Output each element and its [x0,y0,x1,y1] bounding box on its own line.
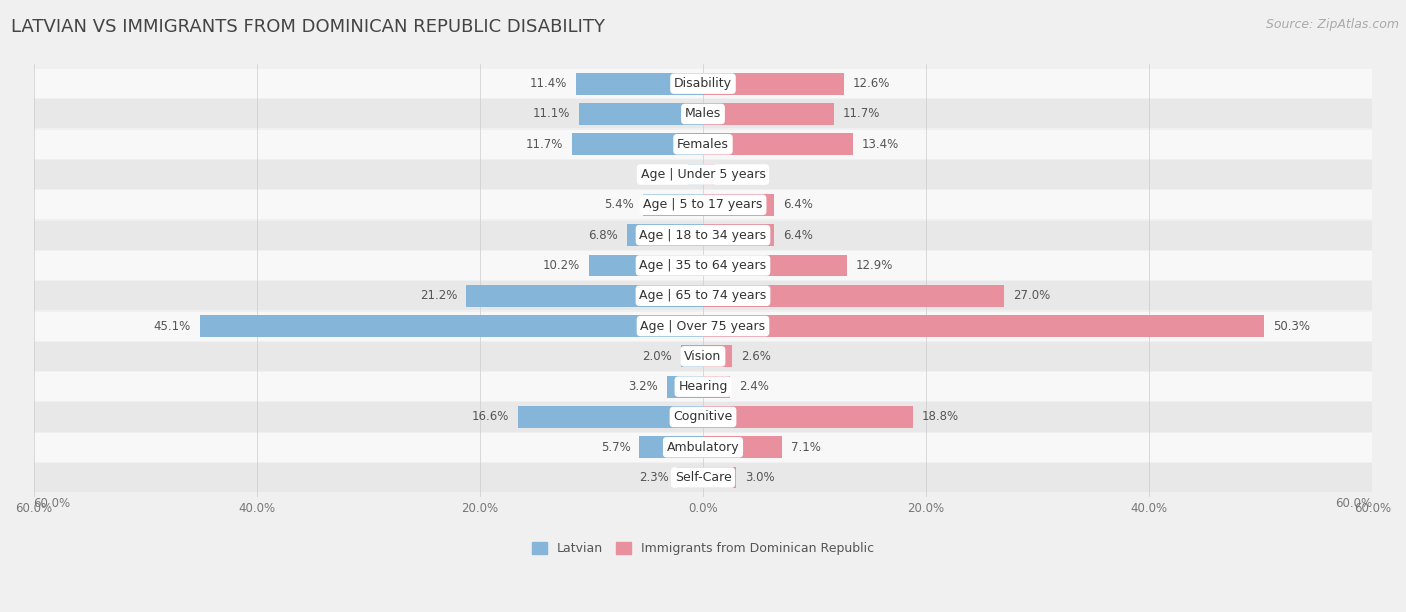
Text: Disability: Disability [673,77,733,90]
Bar [689,163,703,185]
Text: 11.1%: 11.1% [533,108,571,121]
Bar [200,315,703,337]
Bar [703,133,852,155]
Text: Age | 18 to 34 years: Age | 18 to 34 years [640,229,766,242]
Bar [703,285,1004,307]
Bar [34,69,1372,98]
Bar [703,255,846,277]
Text: 2.6%: 2.6% [741,350,770,363]
Bar [34,220,1372,250]
Bar [703,345,733,367]
Text: 50.3%: 50.3% [1274,319,1310,332]
Text: Age | Under 5 years: Age | Under 5 years [641,168,765,181]
Text: 11.7%: 11.7% [526,138,564,151]
Text: 11.7%: 11.7% [842,108,880,121]
Text: 2.4%: 2.4% [738,380,769,393]
Text: 6.8%: 6.8% [589,229,619,242]
Bar [703,315,1264,337]
Text: Males: Males [685,108,721,121]
Bar [34,342,1372,371]
Text: Age | 35 to 64 years: Age | 35 to 64 years [640,259,766,272]
Text: 16.6%: 16.6% [471,411,509,424]
Bar [34,433,1372,462]
Text: 3.0%: 3.0% [745,471,775,484]
Text: 1.1%: 1.1% [724,168,754,181]
Bar [703,376,730,398]
Text: 2.0%: 2.0% [643,350,672,363]
Text: 5.4%: 5.4% [605,198,634,211]
Text: 12.9%: 12.9% [856,259,893,272]
Text: Vision: Vision [685,350,721,363]
Bar [34,312,1372,341]
Text: 45.1%: 45.1% [153,319,191,332]
Bar [703,103,834,125]
Text: 1.3%: 1.3% [650,168,679,181]
Text: 10.2%: 10.2% [543,259,581,272]
Bar [643,194,703,216]
Bar [34,190,1372,219]
Text: 21.2%: 21.2% [420,289,457,302]
Text: LATVIAN VS IMMIGRANTS FROM DOMINICAN REPUBLIC DISABILITY: LATVIAN VS IMMIGRANTS FROM DOMINICAN REP… [11,18,605,36]
Bar [576,73,703,95]
Bar [34,130,1372,159]
Text: Source: ZipAtlas.com: Source: ZipAtlas.com [1265,18,1399,31]
Bar [589,255,703,277]
Text: 27.0%: 27.0% [1014,289,1050,302]
Bar [572,133,703,155]
Text: 18.8%: 18.8% [922,411,959,424]
Bar [703,224,775,246]
Bar [640,436,703,458]
Text: 12.6%: 12.6% [852,77,890,90]
Bar [517,406,703,428]
Bar [703,163,716,185]
Text: 6.4%: 6.4% [783,229,813,242]
Bar [34,99,1372,129]
Legend: Latvian, Immigrants from Dominican Republic: Latvian, Immigrants from Dominican Repub… [527,537,879,561]
Bar [703,194,775,216]
Bar [703,436,782,458]
Text: 13.4%: 13.4% [862,138,898,151]
Bar [703,406,912,428]
Text: 7.1%: 7.1% [792,441,821,453]
Text: 60.0%: 60.0% [34,498,70,510]
Text: 11.4%: 11.4% [530,77,567,90]
Text: Females: Females [678,138,728,151]
Bar [467,285,703,307]
Text: 3.2%: 3.2% [628,380,658,393]
Bar [34,281,1372,310]
Text: 2.3%: 2.3% [638,471,668,484]
Text: 5.7%: 5.7% [600,441,630,453]
Text: Age | Over 75 years: Age | Over 75 years [641,319,765,332]
Bar [668,376,703,398]
Bar [681,345,703,367]
Text: Age | 65 to 74 years: Age | 65 to 74 years [640,289,766,302]
Text: Age | 5 to 17 years: Age | 5 to 17 years [644,198,762,211]
Text: Ambulatory: Ambulatory [666,441,740,453]
Bar [34,160,1372,189]
Text: 6.4%: 6.4% [783,198,813,211]
Bar [34,463,1372,492]
Text: Hearing: Hearing [678,380,728,393]
Text: 60.0%: 60.0% [1336,498,1372,510]
Bar [34,372,1372,401]
Text: Cognitive: Cognitive [673,411,733,424]
Bar [579,103,703,125]
Bar [703,466,737,488]
Bar [34,251,1372,280]
Bar [703,73,844,95]
Bar [34,403,1372,431]
Text: Self-Care: Self-Care [675,471,731,484]
Bar [678,466,703,488]
Bar [627,224,703,246]
